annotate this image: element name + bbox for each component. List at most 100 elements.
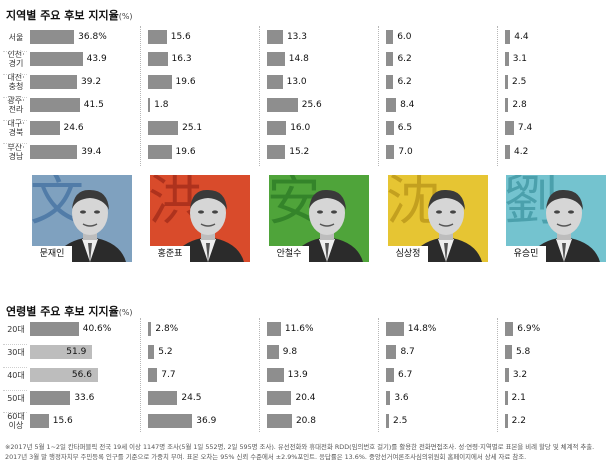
data-label: 19.6: [175, 77, 196, 87]
region-label: 광주· 전라: [7, 96, 25, 114]
data-label: 6.9%: [517, 324, 541, 334]
bar: [148, 75, 172, 89]
age-title: 연령별 주요 후보 지지율(%): [6, 305, 133, 318]
data-label: 41.5: [83, 100, 104, 110]
data-label: 9.8: [282, 347, 298, 357]
column-separator: [378, 318, 379, 432]
bar: [386, 414, 389, 428]
data-label: 6.2: [397, 54, 412, 64]
bar: [386, 391, 391, 405]
bar: [505, 30, 511, 44]
data-label: 3.6: [394, 393, 409, 403]
bar: [505, 345, 512, 359]
data-label: 15.6: [52, 416, 73, 426]
candidate-card: 洪 홍준표: [150, 175, 250, 262]
data-label: 2.2: [511, 416, 526, 426]
data-label: 56.6: [71, 370, 92, 380]
region-label: 대전· 충청: [7, 73, 25, 91]
data-label: 15.2: [289, 147, 310, 157]
bar: [386, 121, 394, 135]
bar: [267, 52, 285, 66]
age-label: 20대: [7, 324, 25, 334]
bar: [267, 322, 281, 336]
candidate-card: 劉 유승민: [506, 175, 606, 262]
data-label: 2.5: [512, 77, 527, 87]
column-separator: [259, 26, 260, 166]
data-label: 43.9: [86, 54, 107, 64]
data-label: 8.7: [400, 347, 415, 357]
data-label: 8.4: [400, 100, 415, 110]
column-separator: [497, 26, 498, 166]
bar: [30, 145, 78, 159]
row-separator: [3, 97, 27, 98]
data-label: 40.6%: [82, 324, 112, 334]
bar: [505, 414, 508, 428]
bar: [267, 121, 287, 135]
bar: [267, 368, 284, 382]
bar: [386, 75, 394, 89]
candidate-name: 안철수: [269, 246, 309, 262]
age-label: 50대: [7, 393, 25, 403]
data-label: 5.2: [158, 347, 173, 357]
data-label: 36.9: [196, 416, 217, 426]
data-label: 19.6: [175, 147, 196, 157]
data-label: 3.2: [512, 370, 528, 380]
data-label: 20.4: [295, 393, 316, 403]
bar: [148, 121, 179, 135]
bar: [148, 98, 151, 112]
data-label: 24.6: [63, 123, 84, 133]
candidate-portrait: [172, 189, 244, 262]
bar: [30, 391, 71, 405]
bar: [148, 145, 172, 159]
candidate-card: 安 안철수: [269, 175, 369, 262]
bar: [267, 75, 283, 89]
column-separator: [140, 26, 141, 166]
data-label: 16.0: [290, 123, 311, 133]
data-label: 2.8%: [155, 324, 179, 334]
data-label: 39.2: [81, 77, 102, 87]
data-label: 14.8%: [407, 324, 437, 334]
region-label: 서울: [8, 32, 24, 42]
row-separator: [3, 51, 27, 52]
bar: [148, 322, 152, 336]
candidate-name: 문재인: [32, 246, 72, 262]
row-separator: [3, 143, 27, 144]
bar: [505, 98, 509, 112]
bar: [386, 98, 397, 112]
data-label: 14.8: [288, 54, 309, 64]
bar: [386, 52, 394, 66]
column-separator: [378, 26, 379, 166]
bar: [30, 345, 93, 359]
candidate-name: 유승민: [506, 246, 546, 262]
region-label: 부산· 경남: [7, 143, 25, 161]
data-label: 2.1: [511, 393, 526, 403]
bar: [505, 368, 509, 382]
bar: [267, 30, 283, 44]
bar: [30, 414, 49, 428]
candidate-card: 沈 심상정: [388, 175, 488, 262]
bar: [505, 75, 508, 89]
candidate-portrait: [410, 189, 482, 262]
data-label: 51.9: [66, 347, 87, 357]
candidate-name: 심상정: [388, 246, 428, 262]
row-separator: [3, 120, 27, 121]
data-label: 4.4: [514, 32, 529, 42]
row-separator: [3, 344, 27, 345]
data-label: 11.6%: [284, 324, 314, 334]
bar: [148, 368, 158, 382]
data-label: 4.2: [514, 147, 529, 157]
data-label: 7.0: [398, 147, 413, 157]
bar: [148, 345, 155, 359]
candidate-portrait: [291, 189, 363, 262]
data-label: 6.2: [397, 77, 412, 87]
bar: [30, 121, 60, 135]
bar: [505, 391, 508, 405]
bar: [148, 414, 193, 428]
data-label: 6.0: [397, 32, 412, 42]
data-label: 7.7: [161, 370, 176, 380]
candidate-portrait: [54, 189, 126, 262]
data-label: 7.4: [517, 123, 533, 133]
data-label: 13.9: [287, 370, 308, 380]
row-separator: [3, 74, 27, 75]
data-label: 2.5: [393, 416, 408, 426]
